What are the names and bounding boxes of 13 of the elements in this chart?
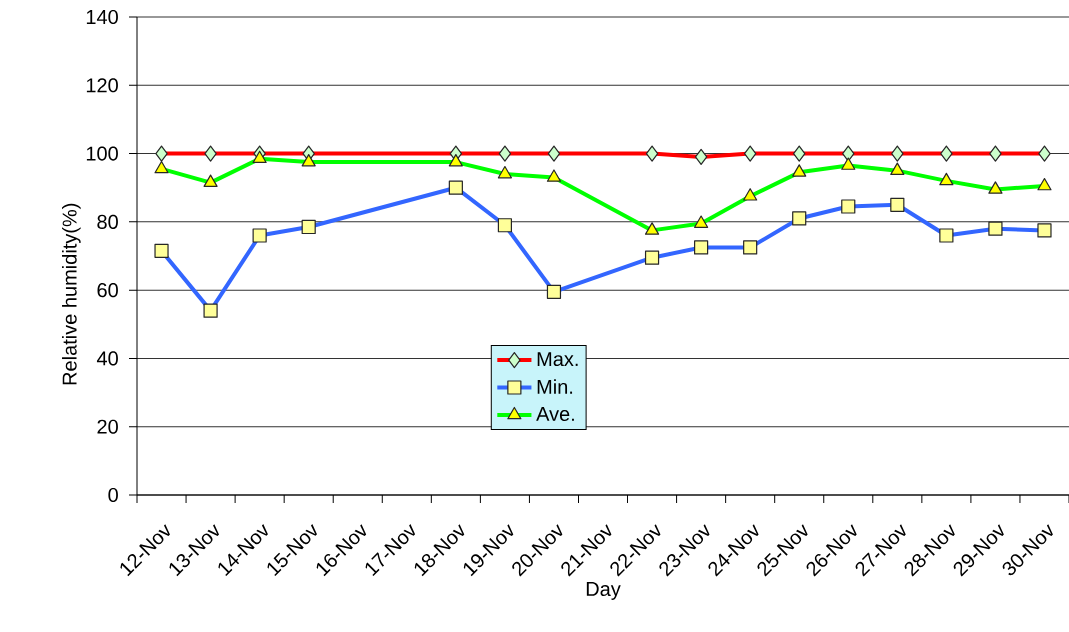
y-tick-label: 0	[108, 487, 118, 503]
legend-label: Ave.	[536, 407, 574, 422]
y-tick-label: 60	[97, 283, 118, 298]
legend-label: Max.	[537, 352, 578, 367]
y-tick-label: 80	[97, 214, 118, 229]
y-tick-label: 40	[96, 351, 118, 366]
y-tick-label: 140	[86, 9, 118, 25]
y-tick-label: 120	[86, 78, 118, 93]
legend-label: Min.	[537, 379, 573, 394]
x-axis-title: Day	[586, 582, 621, 600]
y-tick-label: 20	[97, 419, 118, 434]
y-axis-title: Relative humidity(%)	[62, 203, 81, 385]
y-tick-label: 100	[86, 146, 118, 161]
